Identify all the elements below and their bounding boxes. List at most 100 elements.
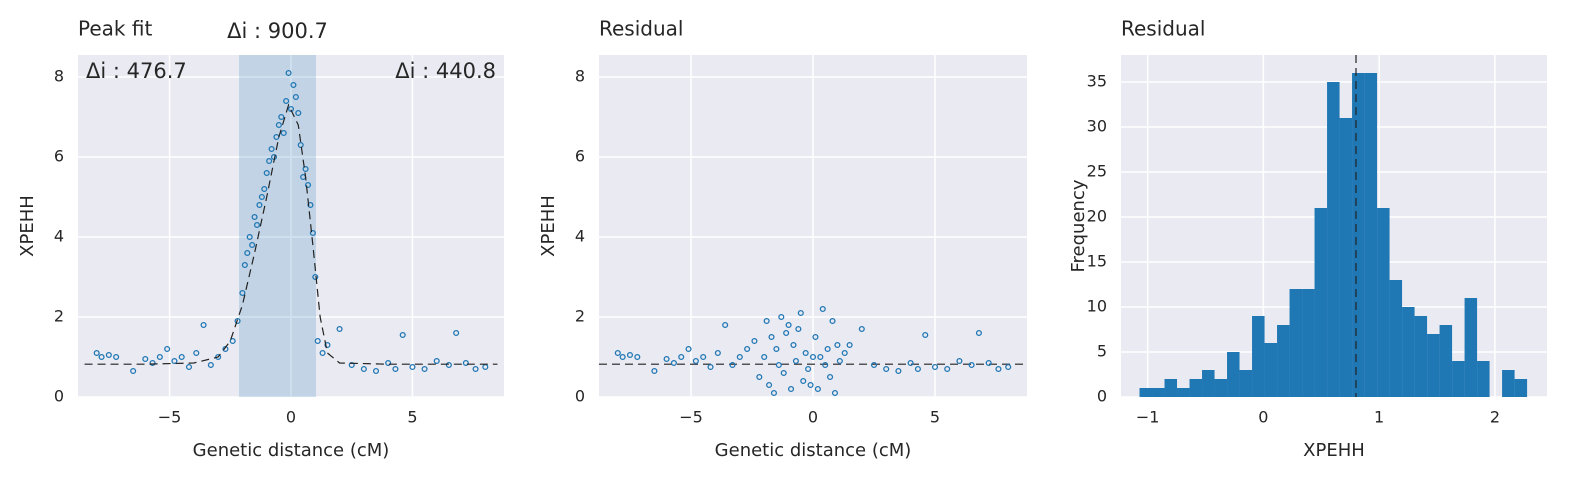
- point: [280, 129, 287, 137]
- point: [985, 359, 992, 367]
- point: [763, 317, 770, 325]
- bar: [1239, 370, 1253, 397]
- point: [814, 385, 821, 393]
- bar: [1377, 208, 1390, 397]
- bar: [1214, 379, 1228, 397]
- point: [285, 69, 292, 77]
- point: [651, 367, 658, 375]
- point: [258, 193, 265, 201]
- point: [802, 349, 809, 357]
- point: [302, 165, 309, 173]
- x-tick-label: 5: [930, 408, 940, 427]
- annotation: Δi : 440.8: [395, 59, 496, 83]
- y-tick-label: 5: [1097, 342, 1107, 361]
- x-tick-label: −5: [158, 408, 182, 427]
- point: [883, 365, 890, 373]
- point: [744, 345, 751, 353]
- point: [787, 385, 795, 393]
- point: [812, 333, 819, 341]
- x-axis-label: XPEHH: [1303, 440, 1365, 461]
- point: [372, 367, 380, 375]
- point: [171, 357, 178, 365]
- point: [831, 389, 839, 397]
- point: [275, 121, 282, 129]
- x-tick-label: 5: [407, 408, 417, 427]
- point: [453, 329, 460, 337]
- point: [846, 341, 853, 349]
- bar: [1364, 73, 1378, 397]
- point: [239, 289, 246, 297]
- y-tick-label: 8: [54, 67, 64, 86]
- bar: [1152, 388, 1165, 397]
- point: [670, 359, 677, 367]
- y-tick-label: 25: [1087, 162, 1107, 181]
- point: [729, 361, 736, 369]
- bar: [1327, 82, 1340, 397]
- point: [817, 353, 824, 361]
- y-tick-label: 4: [575, 227, 585, 246]
- y-tick-label: 6: [54, 147, 64, 166]
- point: [822, 361, 829, 369]
- bar: [1402, 307, 1415, 397]
- point: [319, 349, 326, 357]
- annotation: Δi : 476.7: [86, 59, 187, 83]
- y-axis-label: Frequency: [1068, 179, 1089, 272]
- point: [304, 181, 312, 189]
- point: [185, 363, 193, 371]
- point: [858, 325, 865, 333]
- x-tick-label: 0: [1258, 408, 1268, 427]
- point: [312, 273, 319, 281]
- point: [614, 349, 621, 357]
- point: [244, 249, 251, 257]
- point: [445, 361, 452, 369]
- point: [156, 353, 163, 361]
- bar: [1227, 352, 1240, 397]
- point: [824, 345, 831, 353]
- y-tick-label: 30: [1087, 117, 1107, 136]
- point: [234, 317, 241, 325]
- point: [773, 345, 780, 353]
- bar: [1139, 388, 1153, 397]
- point: [268, 145, 275, 153]
- point: [819, 305, 826, 313]
- point: [261, 185, 268, 193]
- point: [472, 365, 479, 373]
- bar: [1189, 379, 1203, 397]
- point: [663, 355, 670, 363]
- point: [249, 241, 256, 249]
- point: [348, 361, 355, 369]
- point: [807, 381, 814, 389]
- point: [278, 113, 285, 121]
- bar: [1314, 208, 1328, 397]
- x-tick-label: 1: [1374, 408, 1384, 427]
- bar: [1202, 370, 1215, 397]
- y-tick-label: 8: [575, 67, 585, 86]
- point: [914, 365, 921, 373]
- point: [295, 109, 302, 117]
- point: [266, 157, 273, 165]
- point: [931, 363, 939, 371]
- point: [619, 353, 626, 361]
- y-tick-label: 6: [575, 147, 585, 166]
- point: [626, 351, 634, 359]
- point: [870, 361, 878, 369]
- point: [142, 355, 149, 363]
- point: [761, 353, 768, 361]
- x-tick-label: 2: [1490, 408, 1500, 427]
- point: [385, 359, 392, 367]
- point: [336, 325, 343, 333]
- point: [178, 353, 185, 361]
- bar: [1464, 298, 1478, 397]
- point: [944, 365, 951, 373]
- point: [290, 81, 297, 89]
- point: [256, 201, 263, 209]
- point: [283, 97, 290, 105]
- x-axis-label: Genetic distance (cM): [193, 440, 390, 461]
- point: [193, 349, 200, 357]
- point: [392, 365, 399, 373]
- point: [800, 377, 807, 385]
- point: [207, 361, 214, 369]
- y-axis-label: XPEHH: [538, 195, 559, 257]
- point: [783, 329, 790, 337]
